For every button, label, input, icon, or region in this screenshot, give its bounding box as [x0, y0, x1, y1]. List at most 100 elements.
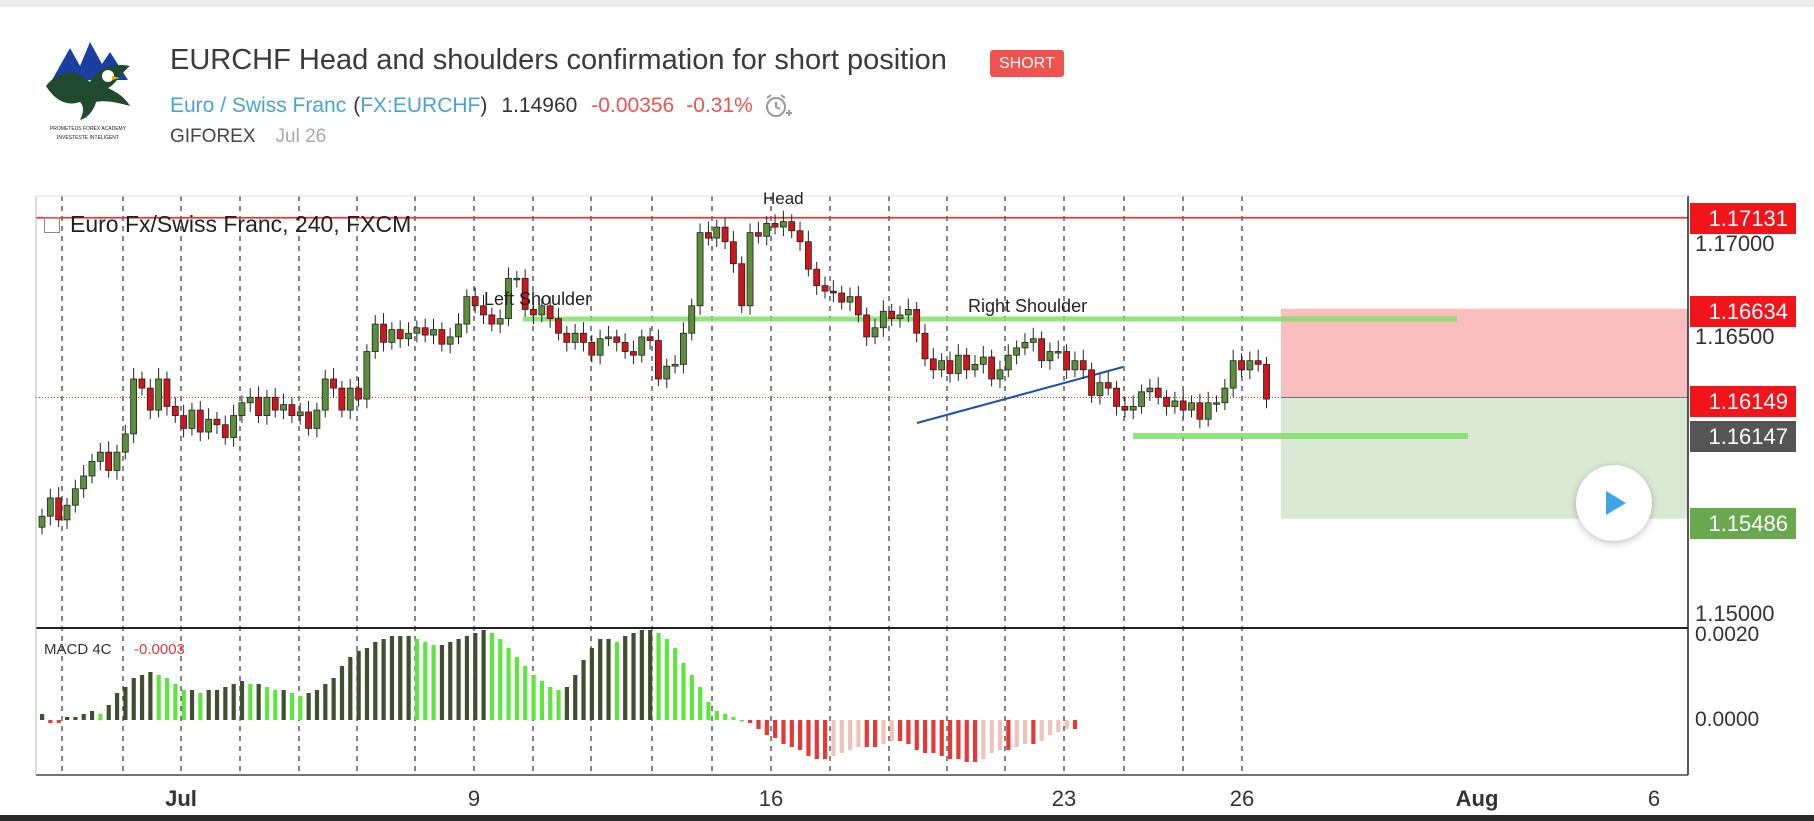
candle-body — [96, 451, 104, 462]
macd-bar — [714, 711, 719, 720]
candle-body — [838, 292, 846, 303]
macd-bar — [814, 720, 819, 759]
bottom-strip — [0, 815, 1814, 821]
macd-bar — [981, 720, 986, 759]
candle-body — [438, 329, 446, 345]
candle-body — [80, 475, 88, 490]
author-logo[interactable]: PROMETEUS FOREX ACADEMY INVESTESTE INTEL… — [38, 40, 138, 146]
candle-body — [505, 277, 512, 319]
candle-body — [979, 356, 987, 365]
candle-body — [1088, 369, 1095, 396]
macd-y-tick-1: 0.0020 — [1695, 623, 1760, 646]
play-replay-button[interactable] — [1576, 465, 1652, 541]
candle-body — [513, 277, 521, 281]
symbol-code-link[interactable]: FX:EURCHF — [360, 94, 481, 117]
candle-body — [180, 415, 188, 429]
candle-body — [1079, 360, 1087, 371]
macd-bar — [823, 720, 828, 759]
candle-body — [779, 221, 787, 228]
candle-body — [496, 318, 504, 325]
candle-body — [1071, 360, 1079, 371]
macd-bar — [964, 720, 969, 762]
candle-body — [813, 268, 821, 287]
symbol-line: Euro / Swiss Franc ( FX:EURCHF ) 1.14960… — [170, 92, 793, 120]
macd-bar — [706, 702, 711, 720]
macd-bar — [681, 663, 686, 720]
macd-bar — [273, 690, 278, 720]
legend-label: Euro Fx/Swiss Franc, 240, FXCM — [70, 211, 412, 237]
macd-bar — [648, 630, 653, 720]
candle-body — [263, 396, 271, 416]
macd-bar — [64, 717, 70, 720]
macd-bar — [897, 720, 903, 741]
price-tag-entry: 1.16149 — [1690, 386, 1796, 417]
candle-body — [888, 310, 896, 319]
candle-body — [621, 341, 629, 352]
macd-bar — [289, 693, 295, 720]
macd-bar — [1022, 720, 1028, 744]
macd-bar — [106, 705, 111, 720]
macd-bar — [1064, 720, 1069, 729]
candle-body — [363, 351, 371, 400]
candle-body — [163, 378, 171, 407]
candle-body — [530, 309, 537, 316]
candle-body — [255, 396, 262, 416]
candle-body — [55, 497, 63, 521]
candle-body — [904, 309, 912, 316]
macd-bar — [364, 648, 370, 720]
candle-body — [538, 305, 546, 316]
macd-bar — [748, 720, 753, 723]
macd-bar — [723, 714, 728, 720]
candle-body — [213, 418, 221, 426]
macd-bar — [431, 645, 436, 720]
candle-body — [1121, 406, 1129, 411]
macd-bar — [206, 690, 211, 720]
macd-bar — [831, 720, 836, 756]
macd-bar — [739, 720, 744, 722]
macd-bar — [406, 636, 411, 720]
candle-body — [963, 354, 971, 371]
x-tick-jul: Jul — [165, 786, 197, 811]
head-label: Head — [763, 189, 804, 208]
macd-bar — [906, 720, 911, 744]
macd-bar — [306, 693, 311, 720]
candle-body — [680, 332, 687, 365]
candle-body — [338, 387, 346, 411]
macd-bar — [614, 642, 619, 720]
candle-body — [146, 387, 154, 411]
macd-bar — [98, 714, 103, 720]
candle-body — [1113, 387, 1120, 407]
macd-bar — [598, 639, 603, 720]
candle-body — [188, 409, 196, 429]
legend-toggle-icon[interactable] — [44, 216, 60, 233]
candle-body — [105, 451, 113, 471]
alert-clock-icon[interactable] — [763, 92, 793, 120]
publish-date: Jul 26 — [275, 126, 327, 147]
candle-body — [296, 411, 304, 416]
candle-body — [1154, 387, 1162, 398]
candle-body — [1163, 396, 1170, 407]
candle-body — [996, 369, 1004, 380]
macd-bar — [1047, 720, 1053, 735]
symbol-name-link[interactable]: Euro / Swiss Franc — [170, 94, 347, 117]
x-tick-23: 23 — [1051, 786, 1077, 811]
candle-body — [1046, 351, 1054, 362]
y-tick-3: 1.15000 — [1695, 601, 1775, 626]
candle-body — [821, 285, 829, 292]
candle-body — [196, 409, 204, 433]
macd-bar — [956, 720, 961, 759]
macd-bar — [398, 636, 403, 720]
y-tick-2: 1.16500 — [1695, 324, 1775, 349]
macd-bar — [889, 720, 894, 741]
macd-bar — [914, 720, 919, 750]
macd-bar — [89, 711, 95, 720]
candle-body — [1204, 402, 1212, 420]
x-tick-aug: Aug — [1455, 786, 1499, 811]
macd-bar — [248, 684, 253, 720]
candle-body — [321, 378, 329, 411]
author-name[interactable]: GIFOREX — [170, 126, 256, 147]
price-tag-current: 1.16147 — [1690, 421, 1796, 452]
candle-body — [713, 226, 721, 239]
macd-bar — [1014, 720, 1019, 747]
